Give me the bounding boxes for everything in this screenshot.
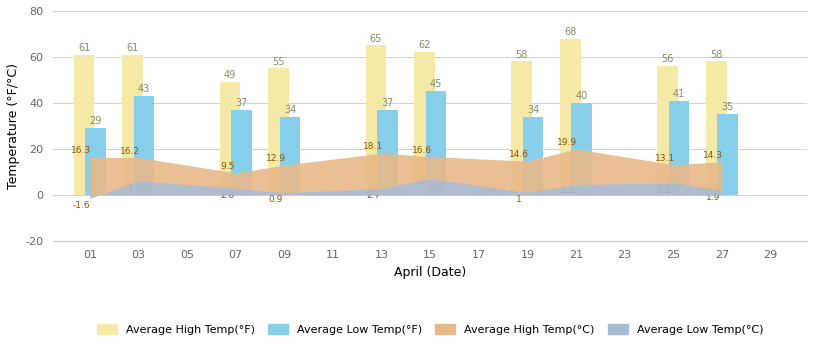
Text: 61: 61 [127, 43, 139, 53]
Text: 29: 29 [90, 116, 102, 126]
Bar [377, 110, 398, 195]
Text: 58: 58 [710, 50, 722, 60]
Text: 6: 6 [127, 184, 133, 193]
Text: 1.9: 1.9 [706, 193, 720, 202]
Text: 37: 37 [381, 98, 393, 108]
Text: 18.1: 18.1 [363, 142, 383, 151]
Bar [74, 55, 95, 195]
Text: 68: 68 [564, 27, 577, 37]
Text: 43: 43 [138, 84, 150, 94]
Text: 34: 34 [284, 105, 296, 115]
Text: 16.2: 16.2 [120, 147, 140, 156]
Text: -1.6: -1.6 [72, 201, 90, 210]
Text: 2.8: 2.8 [220, 191, 234, 200]
Y-axis label: Temperature (°F/°C): Temperature (°F/°C) [7, 63, 20, 189]
Bar [220, 82, 241, 195]
Text: 37: 37 [235, 98, 247, 108]
Legend: Average High Temp(°F), Average Low Temp(°F), Average High Temp(°C), Average Low : Average High Temp(°F), Average Low Temp(… [92, 320, 768, 339]
Bar [511, 62, 532, 195]
Bar [85, 128, 106, 195]
Bar [122, 55, 143, 195]
Text: 61: 61 [78, 43, 90, 53]
Bar [669, 101, 689, 195]
Bar [560, 38, 581, 195]
Bar [268, 68, 289, 195]
Bar [657, 66, 678, 195]
Text: 55: 55 [272, 56, 285, 67]
Text: 0.9: 0.9 [269, 195, 283, 205]
Text: 35: 35 [721, 102, 734, 113]
Text: 7: 7 [419, 181, 424, 190]
Text: 14.3: 14.3 [703, 151, 724, 160]
Text: 49: 49 [224, 70, 236, 80]
Text: 12.9: 12.9 [266, 154, 286, 163]
Text: 56: 56 [662, 54, 674, 64]
Bar [414, 52, 435, 195]
Text: 4.4: 4.4 [560, 188, 574, 196]
Text: 45: 45 [430, 80, 442, 89]
Text: 1: 1 [516, 195, 522, 204]
Bar [280, 117, 300, 195]
Text: 62: 62 [418, 41, 431, 50]
Text: 34: 34 [527, 105, 540, 115]
Bar [523, 117, 544, 195]
Bar [231, 110, 251, 195]
Text: 16.3: 16.3 [71, 146, 91, 155]
Text: 65: 65 [369, 34, 382, 43]
Bar [706, 62, 726, 195]
Text: 16.6: 16.6 [412, 146, 432, 155]
X-axis label: April (Date): April (Date) [394, 266, 466, 279]
Text: 14.6: 14.6 [509, 150, 529, 159]
Text: 19.9: 19.9 [558, 138, 578, 147]
Bar [571, 103, 592, 195]
Bar [426, 91, 447, 195]
Text: 41: 41 [673, 89, 685, 99]
Text: 58: 58 [515, 50, 528, 60]
Bar [365, 45, 386, 195]
Text: 13.1: 13.1 [655, 154, 675, 163]
Text: 2.7: 2.7 [366, 191, 380, 200]
Text: 5.2: 5.2 [657, 185, 671, 194]
Text: 40: 40 [575, 91, 588, 101]
Bar [717, 114, 738, 195]
Bar [134, 96, 154, 195]
Text: 9.5: 9.5 [220, 162, 234, 171]
